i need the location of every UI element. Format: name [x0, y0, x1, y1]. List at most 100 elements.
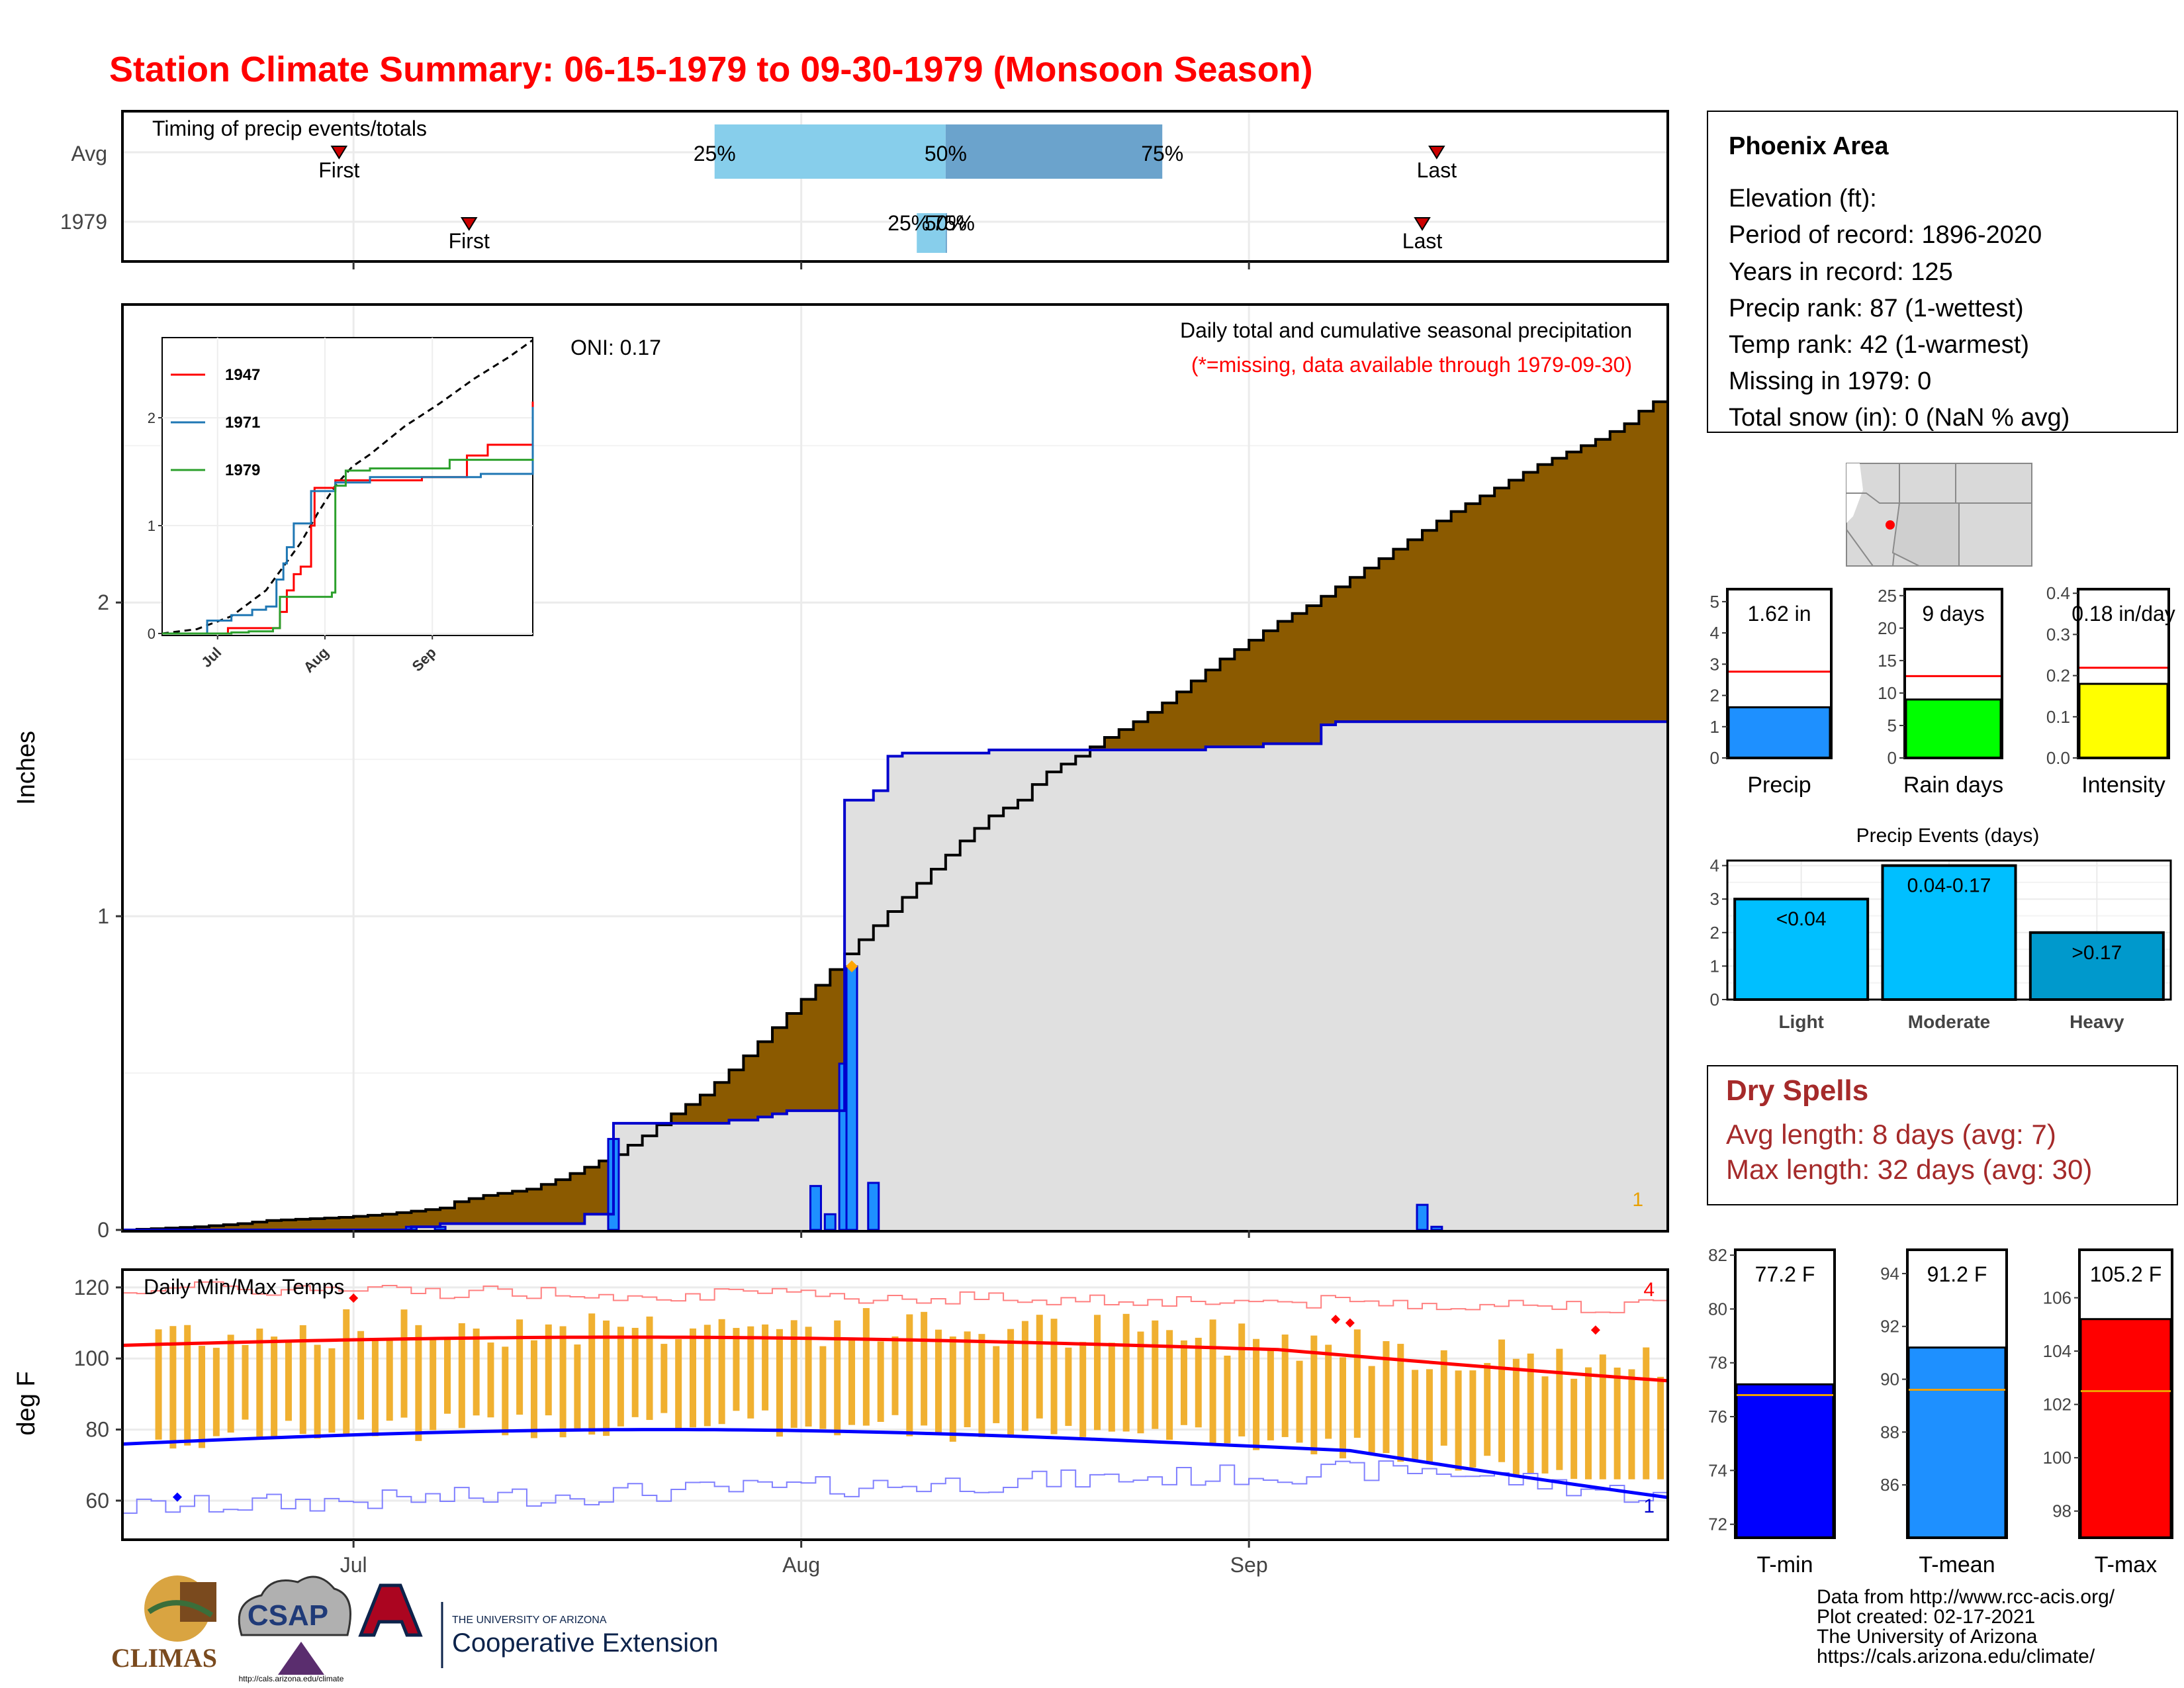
- daily-temp-range-bar: [184, 1325, 191, 1446]
- daily-temp-range-bar: [487, 1342, 494, 1418]
- precip-summary-ytick-label: 5: [1710, 592, 1719, 612]
- station-missing: Missing in 1979: 0: [1729, 367, 1931, 395]
- daily-temp-range-bar: [1122, 1313, 1130, 1432]
- year-q50-label: 50%: [925, 211, 967, 235]
- daily-temp-range-bar: [155, 1329, 162, 1440]
- year-last-label: Last: [1402, 229, 1443, 253]
- university-logo: THE UNIVERSITY OF ARIZONA Cooperative Ex…: [358, 1583, 718, 1668]
- precip-summary-ytick-label: 0: [1710, 748, 1719, 768]
- timing-row-avg-label: Avg: [71, 142, 107, 165]
- daily-temp-range-bar: [1599, 1354, 1606, 1479]
- daily-temp-range-bar: [1209, 1319, 1216, 1443]
- tmin-summary-ytick-label: 78: [1708, 1353, 1727, 1373]
- event-ytick-label: 1: [1710, 956, 1719, 976]
- daily-temp-range-bar: [993, 1346, 1000, 1423]
- station-years: Years in record: 125: [1729, 258, 1953, 286]
- tmax-summary-bar: [2079, 1318, 2172, 1539]
- daily-temp-range-bar: [978, 1334, 985, 1437]
- daily-temp-range-bar: [1094, 1315, 1101, 1430]
- daily-temp-range-bar: [559, 1326, 567, 1438]
- event-bar-light: [1733, 898, 1870, 1001]
- avg-max-line: [122, 1335, 1668, 1383]
- month-tick-label: Sep: [1230, 1553, 1268, 1577]
- avg-last-marker: [1428, 146, 1445, 160]
- intensity-summary-value-label: 0.18 in/day: [2071, 602, 2175, 626]
- daily-temp-range-bar: [1469, 1370, 1477, 1468]
- daily-precip-bar: [809, 1185, 822, 1231]
- year-q75-label: 75%: [933, 211, 975, 235]
- avg-last-label: Last: [1417, 158, 1457, 182]
- inset-1979-line: [162, 459, 534, 635]
- daily-temp-range-bar: [227, 1335, 234, 1433]
- event-category-label: Light: [1778, 1011, 1823, 1032]
- csap-logo-text: CSAP: [248, 1599, 328, 1632]
- daily-temp-range-bar: [934, 1329, 942, 1435]
- dry-spells-box: Dry Spells Avg length: 8 days (avg: 7) M…: [1707, 1065, 2178, 1205]
- daily-temp-range-bar: [1224, 1355, 1231, 1444]
- record-low-count: 1: [1643, 1495, 1655, 1517]
- intensity-summary-bar: [2078, 682, 2169, 759]
- precip-summary-bar: [1727, 706, 1831, 759]
- daily-temp-range-bar: [1195, 1337, 1202, 1428]
- avg-q25-q50-bar: [714, 124, 946, 179]
- record-high-marker: [1331, 1315, 1341, 1325]
- intensity-summary-panel: 0.0 0.1 0.2 0.3 0.40.18 in/day Intensity: [2046, 583, 2175, 798]
- daily-temp-range-bar: [545, 1324, 552, 1416]
- daily-temp-range-bar: [1412, 1370, 1419, 1462]
- inset-ytick-label: 2: [148, 410, 156, 426]
- csap-url-text: http://cals.arizona.edu/climate: [239, 1674, 344, 1683]
- station-info-box: Phoenix Area Elevation (ft): Period of r…: [1707, 111, 2178, 433]
- missing-count: 1: [1632, 1189, 1643, 1211]
- daily-temp-range-bar: [1296, 1360, 1303, 1443]
- daily-temp-range-bar: [877, 1341, 884, 1422]
- daily-temp-range-bar: [328, 1348, 336, 1433]
- daily-temp-range-bar: [762, 1324, 769, 1411]
- daily-temp-range-bar: [588, 1313, 596, 1435]
- intensity-summary-ytick-label: 0.4: [2046, 583, 2070, 603]
- daily-temp-range-bar: [1512, 1358, 1520, 1477]
- tmax-summary-ytick-label: 104: [2043, 1341, 2071, 1361]
- intensity-summary-ytick-label: 0.1: [2046, 707, 2070, 727]
- daily-temp-range-bar: [805, 1327, 812, 1427]
- footer-data-source: Data from http://www.rcc-acis.org/: [1817, 1586, 2115, 1608]
- station-elevation: Elevation (ft):: [1729, 185, 1877, 212]
- station-precip-rank: Precip rank: 87 (1-wettest): [1729, 295, 2024, 322]
- precip-summary-value-label: 1.62 in: [1747, 602, 1811, 626]
- event-bar-heavy: [2028, 931, 2165, 1001]
- year-first-marker: [460, 217, 478, 231]
- event-bar-label: <0.04: [1776, 908, 1827, 930]
- footer-url: https://cals.arizona.edu/climate/: [1817, 1646, 2095, 1667]
- station-name: Phoenix Area: [1729, 132, 1889, 160]
- daily-temp-range-bar: [1657, 1376, 1664, 1479]
- inset-avg-line: [161, 339, 533, 635]
- event-bar-label: >0.17: [2071, 942, 2122, 964]
- daily-temp-range-bar: [704, 1325, 711, 1427]
- daily-temp-range-bar: [357, 1331, 365, 1420]
- climas-logo: CLIMAS: [111, 1575, 217, 1673]
- daily-temp-range-bar: [689, 1328, 696, 1428]
- daily-temp-range-bar: [1238, 1323, 1246, 1436]
- daily-temp-range-bar: [1065, 1347, 1072, 1427]
- timing-panel: Timing of precip events/totals Avg 1979 …: [60, 110, 1669, 263]
- station-period: Period of record: 1896-2020: [1729, 221, 2042, 249]
- month-tick-label: Jul: [340, 1553, 367, 1577]
- missing-data-marker: [846, 960, 858, 972]
- daily-precip-bar: [1430, 1225, 1443, 1231]
- daily-temp-range-bar: [1484, 1363, 1491, 1456]
- record-high-marker: [349, 1293, 359, 1303]
- daily-temp-range-bar: [1353, 1329, 1361, 1438]
- precip-summary-ytick-label: 2: [1710, 686, 1719, 706]
- year-last-marker: [1414, 217, 1431, 231]
- tmean-summary-ytick-label: 86: [1880, 1475, 1899, 1495]
- daily-temp-range-bar: [891, 1336, 899, 1415]
- daily-temp-range-bar: [530, 1340, 537, 1438]
- daily-precip-bar: [1416, 1203, 1429, 1231]
- year-q25-label: 25%: [887, 211, 930, 235]
- page-title: Station Climate Summary: 06-15-1979 to 0…: [109, 50, 1313, 89]
- daily-temp-range-bar: [430, 1339, 437, 1430]
- event-ytick-label: 4: [1710, 856, 1719, 876]
- record-high-line: [122, 1281, 1668, 1313]
- daily-temp-range-bar: [256, 1329, 263, 1438]
